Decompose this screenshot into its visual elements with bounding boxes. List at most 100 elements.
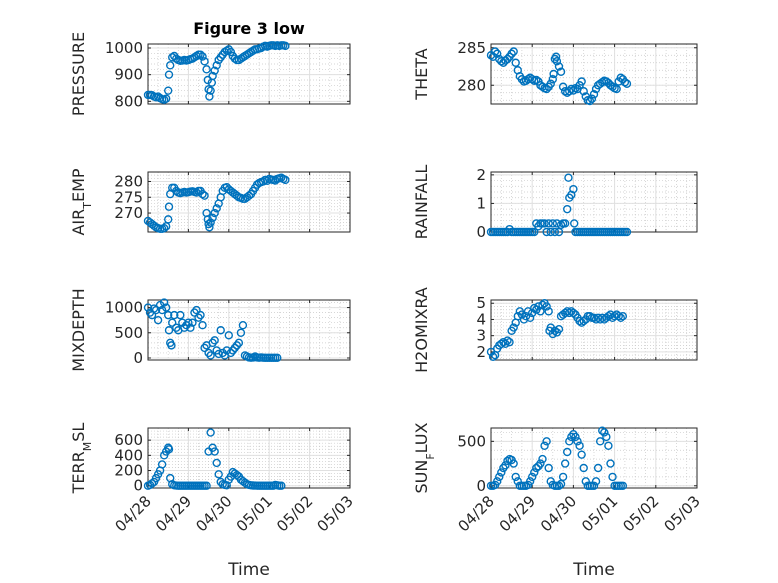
data-point	[556, 220, 566, 230]
data-point	[530, 227, 539, 237]
data-point	[167, 341, 176, 350]
data-point	[206, 86, 215, 95]
data-point	[569, 86, 578, 95]
y-axis-label: H2OMIXRA	[412, 287, 431, 373]
data-point	[616, 313, 625, 323]
data-point	[157, 460, 167, 469]
data-point	[513, 477, 522, 486]
data-point	[608, 82, 617, 91]
data-point	[517, 310, 527, 319]
data-point	[147, 90, 157, 100]
data-point	[149, 304, 159, 313]
subplot-pressure: 800 900 1000 PRESSURE Figure 3 low	[69, 19, 351, 116]
data-point	[503, 54, 512, 64]
y-tick-label: 600	[114, 431, 143, 449]
y-axis-label: SUNFLUX	[412, 422, 437, 493]
data-point	[612, 84, 621, 94]
y-tick-label: 0	[476, 477, 486, 495]
y-tick-label: 285	[457, 39, 486, 57]
y-tick-label: 0	[476, 223, 486, 241]
x-tick-label: 04/30	[537, 492, 580, 535]
y-tick-label: 275	[114, 188, 143, 206]
data-point	[492, 477, 502, 486]
data-point	[534, 302, 543, 311]
data-point	[528, 472, 537, 482]
x-tick-label: 04/29	[496, 492, 539, 535]
data-points	[143, 298, 282, 363]
data-point	[163, 310, 173, 320]
data-point	[581, 477, 590, 486]
data-point	[216, 326, 225, 335]
data-point	[585, 312, 595, 321]
data-point	[232, 341, 242, 350]
data-point	[200, 57, 209, 66]
data-point	[608, 472, 617, 482]
data-point	[184, 318, 193, 327]
data-point	[192, 51, 201, 61]
data-point	[208, 71, 217, 81]
y-axis-label: THETA	[412, 48, 431, 100]
data-point	[226, 47, 236, 57]
data-point	[579, 316, 588, 326]
data-point	[532, 75, 541, 85]
data-point	[521, 312, 531, 321]
data-point	[569, 308, 578, 318]
data-point	[598, 78, 607, 87]
x-tick-label: 05/01	[233, 492, 276, 535]
data-point	[542, 302, 551, 311]
data-point	[517, 75, 527, 84]
data-point	[525, 313, 535, 323]
data-point	[618, 481, 628, 490]
data-point	[228, 346, 238, 355]
y-axis-label: AIRTEMP	[69, 168, 94, 235]
plot-title: Figure 3 low	[193, 19, 305, 38]
data-point	[564, 173, 573, 182]
data-point	[556, 67, 566, 76]
data-point	[198, 321, 207, 330]
data-points	[486, 426, 628, 490]
y-tick-label: 280	[114, 172, 143, 190]
data-point	[214, 470, 223, 479]
x-tick-label: 04/30	[192, 492, 235, 535]
data-point	[558, 472, 568, 482]
data-point	[198, 189, 207, 199]
data-point	[554, 481, 564, 490]
data-point	[206, 351, 215, 360]
data-point	[503, 336, 512, 345]
data-point	[273, 353, 282, 363]
data-point	[569, 184, 578, 194]
data-point	[212, 61, 221, 70]
x-tick-label: 05/02	[619, 492, 662, 535]
data-point	[499, 337, 508, 347]
data-point	[548, 75, 557, 84]
data-point	[554, 62, 564, 71]
data-point	[170, 310, 179, 320]
data-point	[492, 49, 502, 58]
data-point	[206, 428, 215, 437]
data-point	[153, 315, 163, 325]
data-point	[511, 58, 520, 67]
data-point	[168, 318, 177, 327]
data-point	[538, 82, 547, 91]
data-point	[579, 463, 588, 473]
data-point	[234, 338, 244, 348]
data-point	[602, 432, 611, 442]
data-point	[206, 218, 215, 227]
data-points	[143, 41, 290, 104]
x-tick-label: 05/03	[314, 492, 357, 535]
data-point	[161, 94, 171, 103]
data-points	[486, 47, 632, 106]
data-point	[525, 477, 535, 486]
y-tick-label: 5	[476, 294, 486, 312]
y-axis-label: RAINFALL	[412, 165, 431, 240]
data-point	[600, 428, 609, 437]
data-point	[507, 49, 516, 58]
data-point	[618, 312, 628, 321]
data-point	[536, 459, 545, 468]
data-point	[202, 65, 211, 74]
data-point	[495, 472, 504, 482]
data-point	[194, 313, 203, 322]
data-point	[538, 300, 547, 310]
